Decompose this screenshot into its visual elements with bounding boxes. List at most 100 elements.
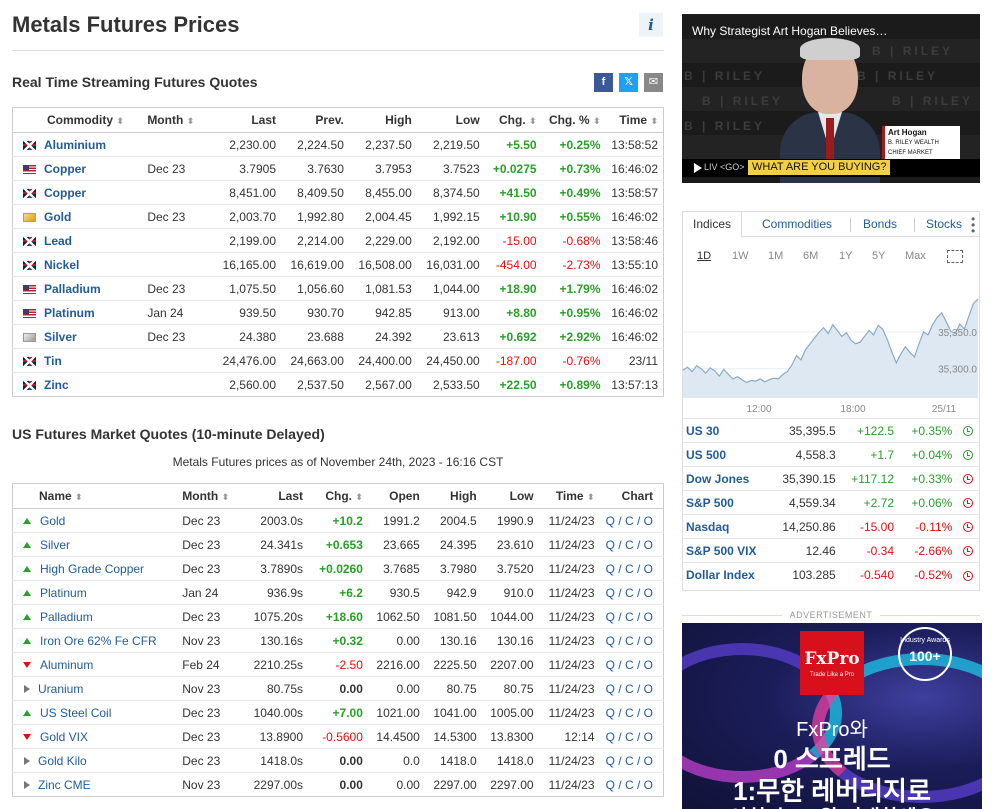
col-chg-pct[interactable]: Chg. % ⬍ bbox=[541, 107, 606, 133]
col-commodity[interactable]: Commodity ⬍ bbox=[12, 107, 142, 133]
chart-link-o[interactable]: O bbox=[643, 513, 653, 528]
play-icon[interactable] bbox=[694, 163, 702, 173]
chart-link-o[interactable]: O bbox=[643, 657, 653, 672]
chart-link-q[interactable]: Q bbox=[605, 753, 615, 768]
table-row[interactable]: Silver Dec 23 24.380 23.688 24.392 23.613 +0.6… bbox=[12, 324, 664, 349]
table-row[interactable]: Platinum Jan 24 939.50 930.70 942.85 913.00 +8… bbox=[12, 300, 664, 325]
chart-link-o[interactable]: O bbox=[643, 537, 653, 552]
table-row[interactable]: Iron Ore 62% Fe CFR Nov 23 130.16s +0.32 0.0… bbox=[12, 628, 664, 653]
twitter-icon[interactable]: 𝕏 bbox=[619, 73, 638, 92]
chart-link-o[interactable]: O bbox=[643, 633, 653, 648]
col-high[interactable]: High bbox=[348, 107, 417, 133]
chart-link-c[interactable]: C bbox=[624, 561, 634, 576]
index-row[interactable]: S&P 500 4,559.34 +2.72 +0.06% bbox=[683, 490, 979, 515]
chart-link-c[interactable]: C bbox=[624, 585, 634, 600]
chart-link-q[interactable]: Q bbox=[605, 513, 615, 528]
chart-link-o[interactable]: O bbox=[643, 609, 653, 624]
range-1w[interactable]: 1W bbox=[732, 250, 749, 262]
table-row[interactable]: Copper 8,451.00 8,409.50 8,455.00 8,374.50 +4… bbox=[12, 180, 664, 205]
index-row[interactable]: S&P 500 VIX 12.46 -0.34 -2.66% bbox=[683, 538, 979, 563]
index-name-link[interactable]: S&P 500 VIX bbox=[683, 538, 776, 563]
contract-link[interactable]: Iron Ore 62% Fe CFR bbox=[40, 633, 157, 648]
facebook-icon[interactable]: f bbox=[594, 73, 613, 92]
contract-link[interactable]: US Steel Coil bbox=[40, 705, 112, 720]
col-month[interactable]: Month ⬍ bbox=[182, 483, 239, 509]
range-max[interactable]: Max bbox=[905, 250, 926, 262]
chart-link-c[interactable]: C bbox=[624, 729, 634, 744]
table-row[interactable]: Palladium Dec 23 1,075.50 1,056.60 1,081.53 1… bbox=[12, 276, 664, 301]
col-time[interactable]: Time ⬍ bbox=[605, 107, 664, 133]
chart-link-o[interactable]: O bbox=[643, 753, 653, 768]
commodity-link[interactable]: Nickel bbox=[44, 257, 80, 272]
tab-indices[interactable]: Indices bbox=[682, 211, 743, 238]
contract-link[interactable]: Gold Kilo bbox=[38, 753, 87, 768]
contract-link[interactable]: Uranium bbox=[38, 681, 84, 696]
index-name-link[interactable]: Dollar Index bbox=[683, 562, 776, 587]
index-name-link[interactable]: S&P 500 bbox=[683, 490, 776, 515]
index-row[interactable]: US 500 4,558.3 +1.7 +0.04% bbox=[683, 442, 979, 467]
chart-link-q[interactable]: Q bbox=[605, 729, 615, 744]
commodity-link[interactable]: Gold bbox=[44, 209, 72, 224]
col-last[interactable]: Last bbox=[213, 107, 281, 133]
tab-commodities[interactable]: Commodities bbox=[762, 217, 833, 231]
table-row[interactable]: Aluminium 2,230.00 2,224.50 2,237.50 2,219.5… bbox=[12, 132, 664, 157]
chart-link-q[interactable]: Q bbox=[605, 537, 615, 552]
chart-link-c[interactable]: C bbox=[624, 633, 634, 648]
commodity-link[interactable]: Palladium bbox=[44, 281, 101, 296]
range-1d[interactable]: 1D bbox=[697, 250, 712, 262]
index-name-link[interactable]: US 30 bbox=[683, 418, 776, 443]
chart-link-o[interactable]: O bbox=[643, 729, 653, 744]
chart-link-q[interactable]: Q bbox=[605, 705, 615, 720]
range-6m[interactable]: 6M bbox=[803, 250, 819, 262]
commodity-link[interactable]: Silver bbox=[44, 329, 77, 344]
tab-bonds[interactable]: Bonds bbox=[863, 217, 898, 231]
more-icon[interactable]: • • • bbox=[971, 212, 975, 238]
commodity-link[interactable]: Zinc bbox=[44, 377, 69, 392]
col-low[interactable]: Low bbox=[481, 483, 539, 509]
contract-link[interactable]: Gold bbox=[40, 513, 66, 528]
chart-link-q[interactable]: Q bbox=[605, 633, 615, 648]
chart-link-q[interactable]: Q bbox=[605, 777, 615, 792]
fullscreen-icon[interactable] bbox=[947, 250, 963, 263]
col-high[interactable]: High bbox=[424, 483, 482, 509]
chart-link-q[interactable]: Q bbox=[605, 609, 615, 624]
table-row[interactable]: Platinum Jan 24 936.9s +6.2 930.5 942.9 910.0 1… bbox=[12, 580, 664, 605]
index-row[interactable]: Dow Jones 35,390.15 +117.12 +0.33% bbox=[683, 466, 979, 491]
table-row[interactable]: Gold Kilo Dec 23 1418.0s 0.00 0.0 1418.0 1418.… bbox=[12, 748, 664, 773]
commodity-link[interactable]: Copper bbox=[44, 185, 86, 200]
table-row[interactable]: Copper Dec 23 3.7905 3.7630 3.7953 3.7523 +0.0… bbox=[12, 156, 664, 181]
table-row[interactable]: Palladium Dec 23 1075.20s +18.60 1062.50 1081… bbox=[12, 604, 664, 629]
index-name-link[interactable]: Dow Jones bbox=[683, 466, 776, 491]
table-row[interactable]: Silver Dec 23 24.341s +0.653 23.665 24.395 23.… bbox=[12, 532, 664, 557]
contract-link[interactable]: High Grade Copper bbox=[40, 561, 145, 576]
commodity-link[interactable]: Platinum bbox=[44, 305, 95, 320]
chart-link-o[interactable]: O bbox=[643, 705, 653, 720]
contract-link[interactable]: Platinum bbox=[40, 585, 87, 600]
chart-link-c[interactable]: C bbox=[624, 753, 634, 768]
contract-link[interactable]: Gold VIX bbox=[40, 729, 89, 744]
col-name[interactable]: Name ⬍ bbox=[12, 483, 183, 509]
col-prev[interactable]: Prev. bbox=[281, 107, 349, 133]
index-name-link[interactable]: Nasdaq bbox=[683, 514, 776, 539]
chart-link-q[interactable]: Q bbox=[605, 561, 615, 576]
table-row[interactable]: Tin 24,476.00 24,663.00 24,400.00 24,450.00-… bbox=[12, 348, 664, 373]
email-icon[interactable]: ✉ bbox=[644, 73, 663, 92]
chart-link-o[interactable]: O bbox=[643, 561, 653, 576]
commodity-link[interactable]: Lead bbox=[44, 233, 73, 248]
chart-link-c[interactable]: C bbox=[624, 705, 634, 720]
chart-link-c[interactable]: C bbox=[624, 657, 634, 672]
col-time[interactable]: Time ⬍ bbox=[538, 483, 600, 509]
chart-link-c[interactable]: C bbox=[624, 537, 634, 552]
table-row[interactable]: Gold Dec 23 2,003.70 1,992.80 2,004.45 1,992.… bbox=[12, 204, 664, 229]
video-player[interactable]: B | RILEY B | RILEY B | RILEY B | RILEY … bbox=[682, 14, 980, 183]
table-row[interactable]: Gold Dec 23 2003.0s +10.2 1991.2 2004.5 1990.9… bbox=[12, 508, 664, 533]
commodity-link[interactable]: Copper bbox=[44, 161, 86, 176]
table-row[interactable]: US Steel Coil Dec 23 1040.00s +7.00 1021.00 1… bbox=[12, 700, 664, 725]
index-row[interactable]: Nasdaq 14,250.86 -15.00 -0.11% bbox=[683, 514, 979, 539]
chart-link-o[interactable]: O bbox=[643, 585, 653, 600]
chart-link-o[interactable]: O bbox=[643, 777, 653, 792]
table-row[interactable]: Uranium Nov 23 80.75s 0.00 0.00 80.75 80.75 11/… bbox=[12, 676, 664, 701]
index-name-link[interactable]: US 500 bbox=[683, 442, 776, 467]
range-1m[interactable]: 1M bbox=[768, 250, 784, 262]
index-row[interactable]: Dollar Index 103.285 -0.540 -0.52% bbox=[683, 562, 979, 587]
